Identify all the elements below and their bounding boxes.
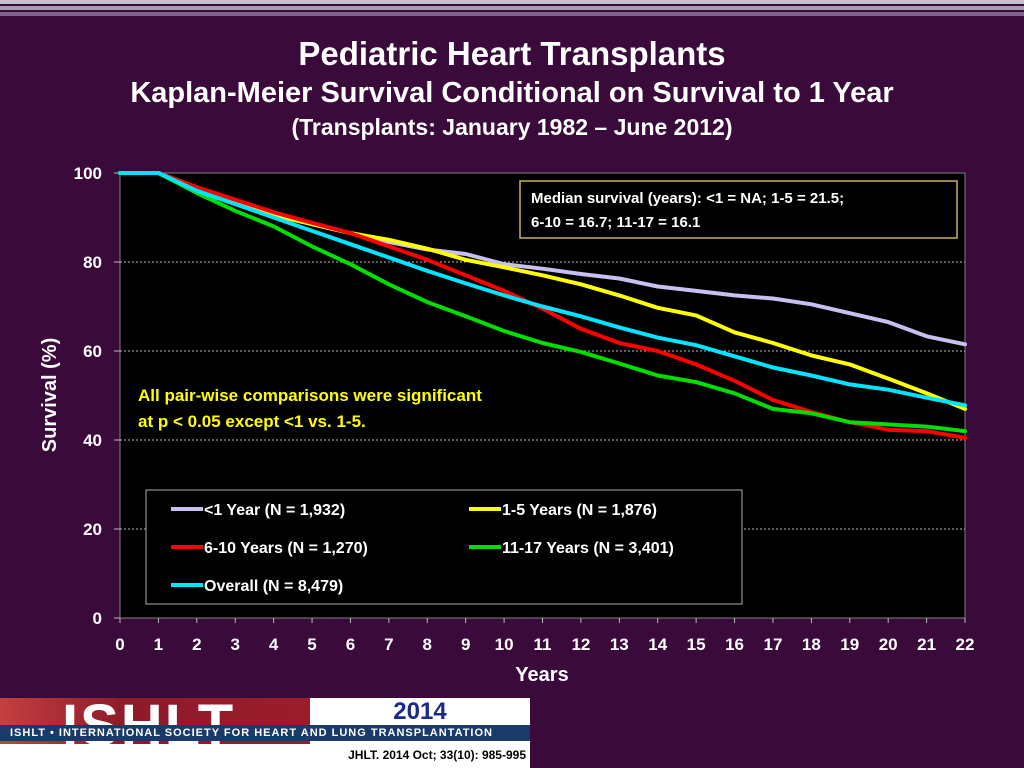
- median-survival-line-2: 6-10 = 16.7; 11-17 = 16.1: [531, 214, 700, 231]
- legend-box: [145, 489, 743, 605]
- y-axis-title: Survival (%): [39, 338, 61, 452]
- series-line-3: [118, 171, 967, 434]
- legend: <1 Year (N = 1,932) 1-5 Years (N = 1,876…: [145, 489, 743, 605]
- chart-subtitle: Kaplan-Meier Survival Conditional on Sur…: [130, 77, 894, 109]
- x-tick-label: 2: [192, 635, 201, 654]
- significance-note: All pair-wise comparisons were significa…: [138, 386, 482, 431]
- median-survival-line-1: Median survival (years): <1 = NA; 1-5 = …: [531, 190, 844, 207]
- y-tick-label: 0: [93, 609, 102, 628]
- x-tick-label: 16: [725, 635, 744, 654]
- x-tick-label: 14: [648, 635, 667, 654]
- significance-line-2: at p < 0.05 except <1 vs. 1-5.: [138, 412, 366, 431]
- publication-year: 2014: [393, 698, 447, 725]
- legend-label-overall: Overall (N = 8,479): [204, 578, 343, 595]
- x-tick-label: 11: [534, 635, 552, 654]
- x-tick-label: 22: [956, 635, 975, 654]
- legend-label-under-1: <1 Year (N = 1,932): [204, 502, 345, 519]
- y-tick-label: 20: [83, 520, 102, 539]
- legend-label-1-5: 1-5 Years (N = 1,876): [502, 502, 657, 519]
- x-tick-label: 4: [269, 635, 279, 654]
- x-tick-label: 7: [384, 635, 393, 654]
- y-tick-label: 100: [74, 164, 102, 183]
- x-axis-title: Years: [515, 664, 568, 686]
- x-tick-label: 17: [763, 635, 782, 654]
- x-tick-label: 9: [461, 635, 470, 654]
- x-tick-label: 8: [423, 635, 432, 654]
- decorative-top-band: [0, 0, 1024, 20]
- x-tick-label: 3: [230, 635, 239, 654]
- x-tick-label: 6: [346, 635, 355, 654]
- chart-title: Pediatric Heart Transplants: [298, 35, 726, 72]
- x-tick-label: 21: [917, 635, 936, 654]
- journal-citation: JHLT. 2014 Oct; 33(10): 985-995: [348, 748, 526, 762]
- y-tick-label: 60: [83, 342, 102, 361]
- significance-line-1: All pair-wise comparisons were significa…: [138, 386, 482, 405]
- series-line-4: [118, 171, 967, 408]
- x-tick-label: 0: [115, 635, 124, 654]
- x-tick-label: 15: [687, 635, 706, 654]
- footer: ISHLT 2014 ISHLT • INTERNATIONAL SOCIETY…: [0, 693, 530, 768]
- y-tick-label: 40: [83, 431, 102, 450]
- x-tick-label: 19: [840, 635, 859, 654]
- x-tick-label: 10: [495, 635, 514, 654]
- median-survival-box: Median survival (years): <1 = NA; 1-5 = …: [519, 180, 958, 239]
- x-tick-label: 20: [879, 635, 898, 654]
- x-tick-label: 5: [307, 635, 316, 654]
- x-tick-label: 1: [154, 635, 163, 654]
- x-tick-label: 12: [571, 635, 590, 654]
- organization-name: ISHLT • INTERNATIONAL SOCIETY FOR HEART …: [0, 725, 530, 741]
- chart-date-range: (Transplants: January 1982 – June 2012): [291, 114, 733, 140]
- legend-label-11-17: 11-17 Years (N = 3,401): [502, 540, 674, 557]
- x-tick-label: 13: [610, 635, 629, 654]
- x-tick-label: 18: [802, 635, 821, 654]
- title-block: Pediatric Heart Transplants Kaplan-Meier…: [0, 34, 1024, 142]
- y-tick-label: 80: [83, 253, 102, 272]
- series-line-1: [118, 171, 967, 411]
- legend-label-6-10: 6-10 Years (N = 1,270): [204, 540, 368, 557]
